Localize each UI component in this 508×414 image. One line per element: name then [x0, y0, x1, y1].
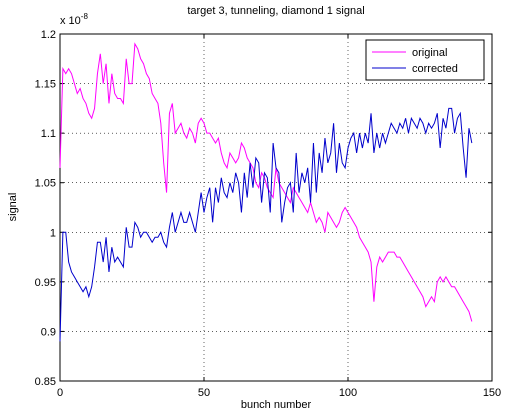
plot-area	[60, 34, 492, 381]
legend-box	[365, 39, 485, 81]
data-line	[59, 107, 473, 342]
y-tick-label: 0.95	[35, 277, 56, 289]
y-tick-label: 1.1	[41, 128, 56, 140]
legend: original corrected	[365, 39, 485, 81]
y-tick-label: 0.85	[35, 376, 56, 388]
x-tick-label: 0	[57, 387, 63, 399]
y-tick-label: 1.2	[41, 29, 56, 41]
y-multiplier: x 10-8	[60, 12, 88, 27]
y-multiplier-exponent: -8	[81, 12, 89, 21]
x-tick-label: 150	[483, 387, 501, 399]
legend-label: corrected	[412, 63, 458, 75]
plot-frame	[59, 33, 493, 382]
x-axis-label: bunch number	[241, 399, 312, 411]
x-tick-label: 100	[339, 387, 357, 399]
legend-label: original	[412, 47, 447, 59]
chart-title: target 3, tunneling, diamond 1 signal	[187, 5, 364, 17]
y-tick-label: 0.9	[41, 326, 56, 338]
x-tick-label: 50	[198, 387, 210, 399]
data-line	[59, 42, 473, 322]
y-tick-label: 1.15	[35, 79, 56, 91]
y-tick-label: 1.05	[35, 178, 56, 190]
y-axis-label: signal	[7, 193, 19, 222]
y-tick-label: 1	[50, 227, 56, 239]
y-multiplier-base: x 10	[60, 15, 81, 27]
